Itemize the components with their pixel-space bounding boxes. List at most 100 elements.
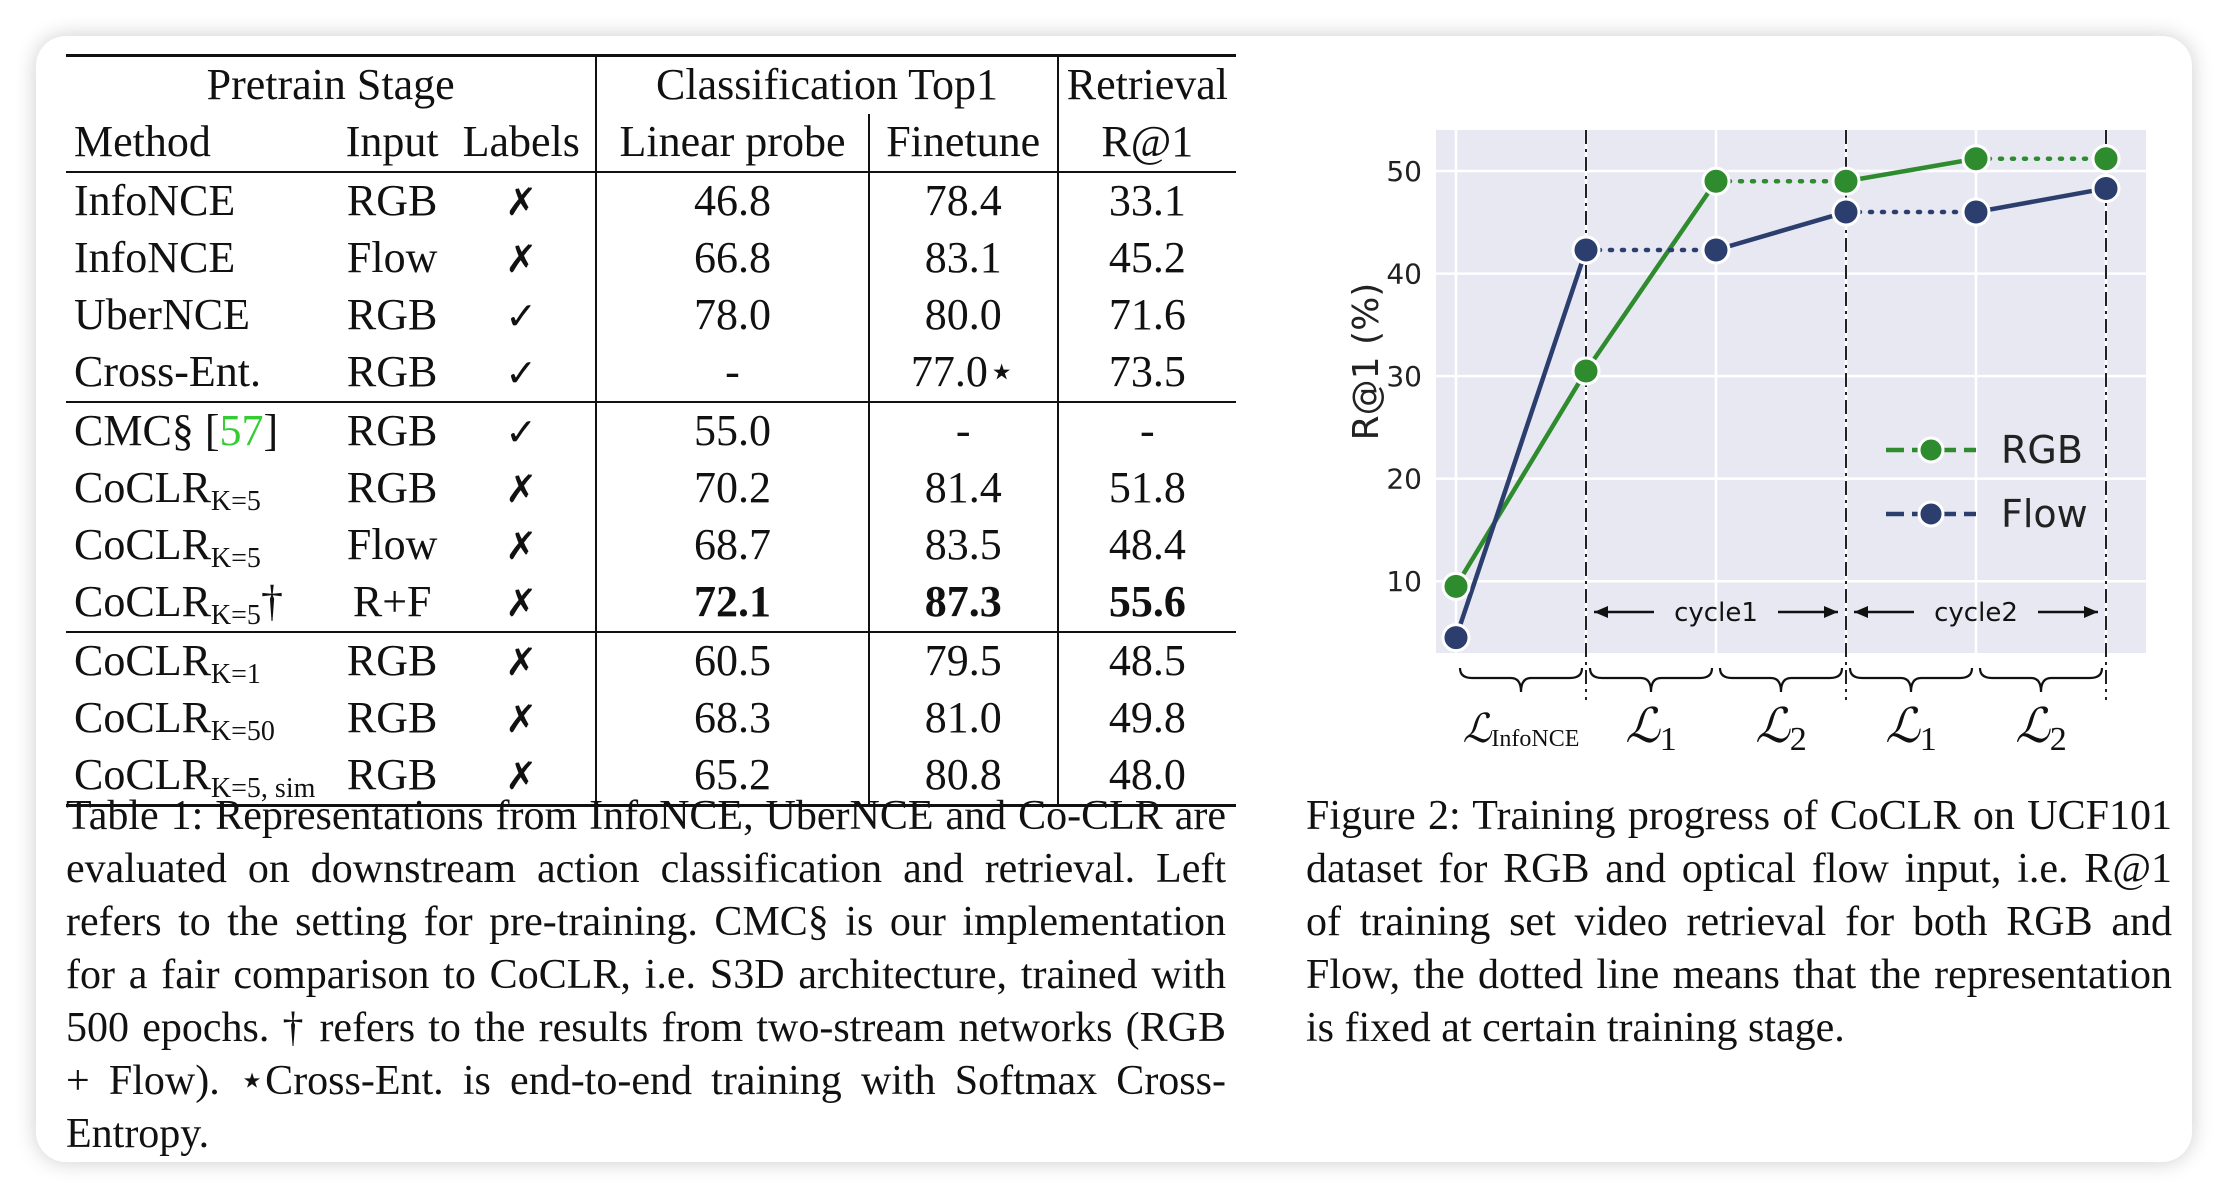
- data-point-flow: [2091, 173, 2121, 203]
- series-segment-flow: [1453, 247, 1589, 640]
- method-name: CoCLR: [74, 693, 211, 742]
- table-row: CoCLRK=1 RGB ✗ 60.5 79.5 48.5: [66, 631, 1236, 690]
- cross-icon: ✗: [505, 237, 538, 281]
- group-header-row: Pretrain Stage Classification Top1 Retri…: [66, 54, 1236, 114]
- table-caption: Table 1: Representations from InfoNCE, U…: [66, 793, 1226, 1157]
- legend-label-rgb: RGB: [2001, 428, 2083, 472]
- arrow-head-right-icon: [1824, 606, 1838, 618]
- labels-cell: ✓: [447, 401, 598, 460]
- finetune-cell: 78.4: [868, 171, 1059, 230]
- labels-cell: ✗: [447, 171, 598, 230]
- y-axis-label: R@1 (%): [1346, 283, 1387, 441]
- table-row: Cross-Ent. RGB ✓ -77.0⋆ 73.5: [66, 344, 1236, 402]
- labels-cell: ✗: [447, 517, 598, 574]
- linear-probe-cell: 72.1: [596, 574, 870, 632]
- stage-label: ℒ2: [1755, 700, 1807, 758]
- finetune-cell: 81.0: [868, 690, 1059, 747]
- data-point-rgb: [1831, 166, 1861, 196]
- results-table-container: Pretrain Stage Classification Top1 Retri…: [66, 54, 1236, 807]
- method-cell: UberNCE: [66, 287, 337, 344]
- data-point-rgb: [1701, 166, 1731, 196]
- cycle-label: cycle1: [1674, 598, 1758, 628]
- finetune-cell: 77.0⋆: [868, 344, 1059, 402]
- labels-cell: ✗: [447, 574, 598, 632]
- cross-icon: ✗: [505, 754, 538, 798]
- input-cell: Flow: [346, 233, 438, 282]
- series-segment-rgb: [1453, 368, 1589, 589]
- cross-icon: ✗: [505, 524, 538, 568]
- table-row: CoCLRK=5, sim RGB ✗ 65.2 80.8 48.0: [66, 747, 1236, 807]
- finetune-cell: 79.5: [868, 631, 1059, 690]
- r1-cell: 51.8: [1108, 463, 1186, 512]
- check-icon: ✓: [505, 410, 538, 454]
- labels-cell: ✗: [447, 460, 598, 517]
- r1-cell: 49.8: [1108, 693, 1186, 742]
- input-cell: RGB: [337, 401, 448, 460]
- input-cell: RGB: [337, 747, 448, 807]
- legend-marker-flow: [1917, 500, 1945, 528]
- method-name: InfoNCE: [74, 233, 236, 282]
- stage-label: ℒInfoNCE: [1463, 706, 1580, 752]
- labels-cell: ✓: [447, 344, 598, 402]
- labels-cell: ✗: [447, 631, 598, 690]
- finetune-cell: 83.5: [868, 517, 1059, 574]
- finetune-cell: 80.0: [868, 287, 1059, 344]
- input-cell: RGB: [346, 693, 438, 742]
- arrow-head-right-icon: [2084, 606, 2098, 618]
- input-cell: RGB: [346, 347, 438, 396]
- y-tick-label: 50: [1386, 155, 1422, 188]
- method-cell: InfoNCE: [66, 230, 337, 287]
- col-header-linear-probe: Linear probe: [596, 114, 870, 172]
- linear-probe-cell: 78.0: [596, 287, 870, 344]
- r1-cell: 55.6: [1108, 577, 1186, 626]
- stage-brace: [1718, 667, 1844, 693]
- linear-probe-cell: 55.0: [596, 401, 870, 460]
- table-row: UberNCE RGB ✓ 78.0 80.0 71.6: [66, 287, 1236, 344]
- method-subscript: K=5: [210, 600, 261, 631]
- labels-cell: ✗: [447, 747, 598, 807]
- method-subscript: K=5: [210, 486, 261, 517]
- method-name: InfoNCE: [74, 176, 236, 225]
- data-point-flow: [1831, 197, 1861, 227]
- linear-probe-cell: 66.8: [596, 230, 870, 287]
- data-point-rgb: [1441, 571, 1471, 601]
- input-cell: RGB: [337, 631, 448, 690]
- input-cell: R+F: [352, 577, 432, 626]
- finetune-cell: 80.8: [868, 747, 1059, 807]
- linear-probe-cell: 68.7: [596, 517, 870, 574]
- group-header-retrieval: Retrieval: [1057, 54, 1236, 114]
- input-cell: Flow: [346, 520, 438, 569]
- data-point-flow: [1441, 623, 1471, 653]
- method-name: CMC§ [: [74, 406, 220, 455]
- data-point-flow: [1571, 235, 1601, 265]
- labels-cell: ✗: [447, 690, 598, 747]
- linear-probe-cell: 60.5: [596, 631, 870, 690]
- data-point-rgb: [2091, 144, 2121, 174]
- stage-brace: [1588, 667, 1714, 693]
- series-segment-flow: [1973, 186, 2109, 215]
- r1-cell: 73.5: [1108, 347, 1186, 396]
- table-row: CoCLRK=5† R+F ✗ 72.1 87.3 55.6: [66, 574, 1236, 632]
- finetune-cell: 87.3: [868, 574, 1059, 632]
- method-subscript: K=1: [210, 659, 261, 690]
- stage-brace: [1978, 667, 2104, 693]
- cross-icon: ✗: [505, 640, 538, 684]
- cross-icon: ✗: [505, 697, 538, 741]
- figure-caption: Figure 2: Training progress of CoCLR on …: [1306, 793, 2172, 1051]
- finetune-cell: 81.4: [868, 460, 1059, 517]
- method-subscript: K=5: [210, 543, 261, 574]
- finetune-cell: -: [868, 401, 1059, 460]
- linear-probe-cell: 46.8: [596, 171, 870, 230]
- linear-probe-cell: -: [596, 344, 870, 402]
- linear-probe-cell: 68.3: [596, 690, 870, 747]
- r1-cell: 48.4: [1108, 520, 1186, 569]
- method-cell: Cross-Ent.: [66, 344, 337, 402]
- r1-cell: -: [1057, 401, 1236, 460]
- check-icon: ✓: [505, 351, 538, 395]
- method-cell: CoCLRK=5: [66, 517, 337, 574]
- r1-cell: 45.2: [1108, 233, 1186, 282]
- group-header-classification: Classification Top1: [596, 54, 1059, 114]
- table-row: CoCLRK=5 Flow ✗ 68.7 83.5 48.4: [66, 517, 1236, 574]
- plot-area: [1436, 130, 2146, 653]
- data-point-flow: [1961, 197, 1991, 227]
